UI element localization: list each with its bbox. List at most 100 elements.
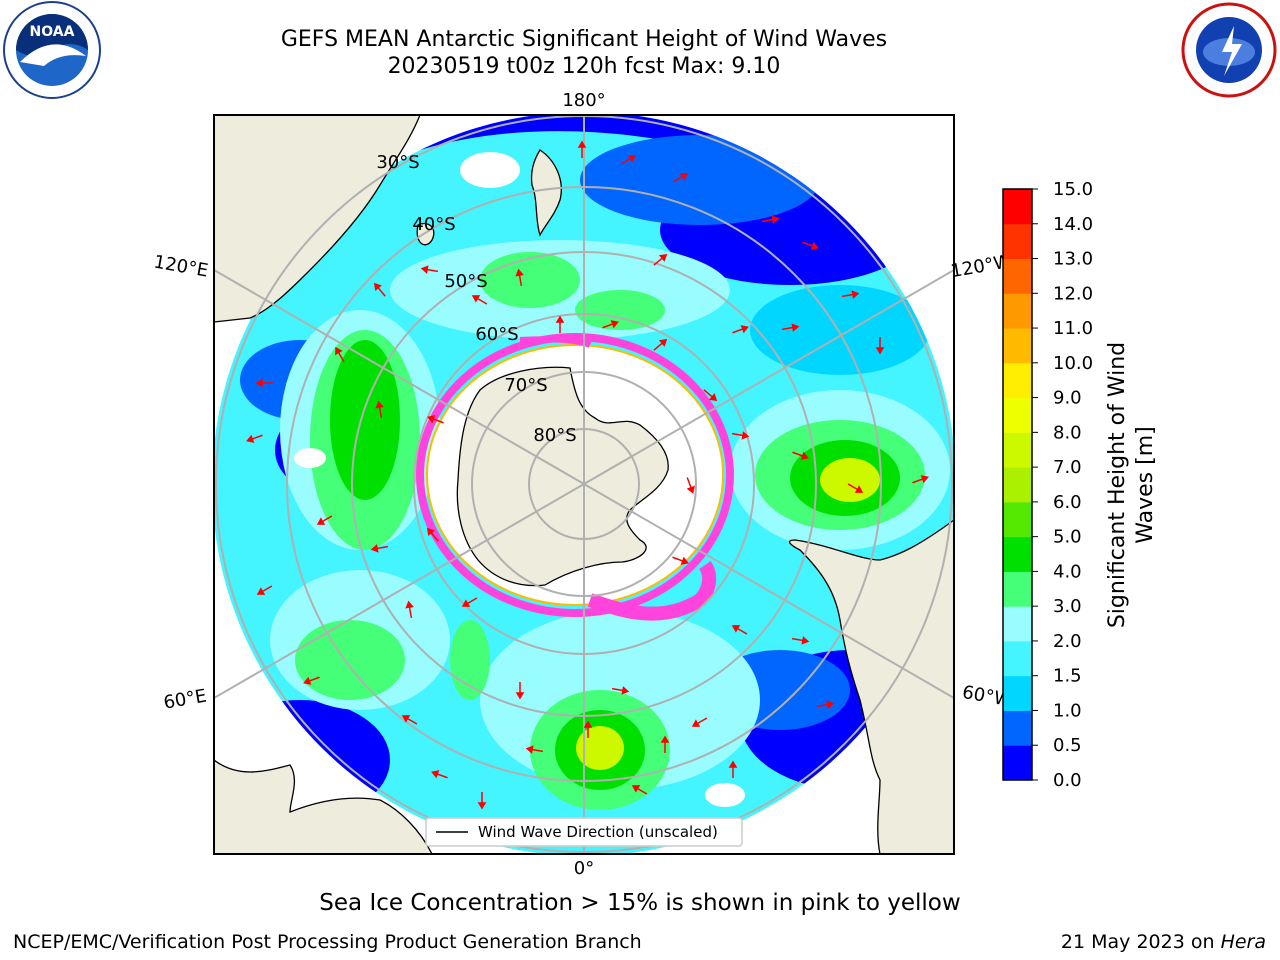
colorbar-tick-label: 1.5 — [1053, 666, 1082, 687]
wind-arrow — [620, 155, 637, 165]
colorbar-frame — [1002, 188, 1033, 781]
wind-arrow — [316, 515, 333, 525]
credit-text: NCEP/EMC/Verification Post Processing Pr… — [13, 931, 642, 953]
wind-arrow — [515, 268, 524, 287]
wind-arrow — [731, 431, 750, 440]
wind-arrow — [427, 415, 444, 424]
wind-arrow — [471, 295, 488, 305]
wind-arrow — [847, 483, 864, 493]
wind-arrow — [255, 378, 273, 388]
map-legend: Wind Wave Direction (unscaled) — [425, 817, 743, 847]
noaa-logo-text: NOAA — [30, 24, 75, 40]
wind-arrow — [660, 735, 670, 753]
colorbar-tick-label: 10.0 — [1053, 353, 1093, 374]
colorbar-segment — [1003, 571, 1032, 607]
colorbar-segment — [1003, 362, 1032, 399]
wind-arrow — [246, 434, 263, 443]
colorbar-tick-label: 2.0 — [1053, 631, 1082, 652]
colorbar-segment — [1003, 293, 1032, 329]
wind-arrow — [461, 597, 478, 607]
lon-label-180: 180° — [562, 90, 605, 111]
colorbar-tick-label: 14.0 — [1053, 214, 1093, 235]
colorbar-label-line2: Waves [m] — [1133, 426, 1158, 543]
colorbar-segment — [1003, 606, 1032, 642]
wind-arrow — [802, 241, 819, 250]
colorbar-tick-label: 9.0 — [1053, 388, 1082, 409]
date-prefix: 21 May 2023 on — [1060, 931, 1221, 953]
wind-arrow — [611, 686, 630, 695]
wind-arrow — [515, 682, 525, 700]
wind-arrow — [875, 337, 885, 355]
colorbar-tick-label: 7.0 — [1053, 457, 1082, 478]
map-subtitle: 20230519 t00z 120h fcst Max: 9.10 — [387, 54, 781, 79]
wind-arrow — [728, 760, 738, 778]
lat-label-80s: 80°S — [533, 425, 576, 446]
wind-arrow — [691, 717, 708, 727]
lon-label-60e: 60°E — [162, 685, 208, 713]
wind-arrow — [373, 282, 386, 297]
lon-label-120e: 120°E — [152, 251, 210, 281]
new-zealand-landmass — [530, 149, 562, 237]
wind-arrow — [912, 475, 929, 484]
colorbar-segment — [1003, 501, 1032, 538]
map-panel — [214, 115, 954, 854]
wind-arrow — [602, 320, 619, 329]
graticule — [214, 115, 954, 854]
colorbar-segment — [1003, 710, 1032, 746]
colorbar-tick-label: 0.5 — [1053, 735, 1082, 756]
antarctica-landmass — [456, 366, 669, 587]
colorbar: 0.0 0.5 1.0 1.5 2.0 3.0 4.0 5.0 6.0 7.0 8.0 9.0 10.0… — [1002, 179, 1093, 791]
colorbar-segment — [1003, 675, 1032, 711]
wind-arrow — [370, 544, 389, 553]
colorbar-tick-label: 12.0 — [1053, 283, 1093, 304]
colorbar-segment — [1003, 640, 1032, 677]
colorbar-segment — [1003, 258, 1032, 294]
wind-arrow — [477, 792, 487, 810]
colorbar-tick-label: 5.0 — [1053, 527, 1082, 548]
wind-arrow — [761, 215, 780, 224]
colorbar-tick-label: 11.0 — [1053, 318, 1093, 339]
colorbar-tick-label: 13.0 — [1053, 249, 1093, 270]
colorbar-tick-label: 3.0 — [1053, 596, 1082, 617]
colorbar-segment — [1003, 189, 1032, 225]
wind-arrow — [792, 451, 809, 460]
wind-arrow — [816, 700, 835, 709]
map-title: GEFS MEAN Antarctic Significant Height o… — [280, 27, 888, 52]
legend-label: Wind Wave Direction (unscaled) — [478, 823, 718, 841]
colorbar-segment — [1003, 223, 1032, 260]
wind-arrow — [731, 625, 748, 635]
wind-arrow — [791, 636, 810, 645]
wind-arrow — [401, 715, 418, 725]
lat-label-60s: 60°S — [475, 324, 518, 345]
colorbar-tick-label: 6.0 — [1053, 492, 1082, 513]
wind-arrow — [686, 477, 695, 494]
sea-ice-note: Sea Ice Concentration > 15% is shown in … — [319, 890, 961, 916]
wind-arrow — [335, 346, 345, 363]
wind-arrow — [732, 325, 749, 334]
colorbar-segment — [1003, 745, 1032, 781]
wind-arrow — [431, 770, 448, 779]
colorbar-tick-label: 15.0 — [1053, 179, 1093, 200]
wind-arrow — [405, 600, 414, 619]
colorbar-label-line1: Significant Height of Wind — [1105, 342, 1130, 628]
colorbar-tick-label: 8.0 — [1053, 422, 1082, 443]
colorbar-segment — [1003, 432, 1032, 468]
wind-arrow — [577, 140, 587, 158]
wind-arrow — [631, 785, 648, 795]
lat-label-40s: 40°S — [412, 214, 455, 235]
wind-arrow — [781, 323, 800, 332]
wind-arrow — [841, 290, 860, 299]
colorbar-segment — [1003, 397, 1032, 433]
land-masses — [214, 115, 954, 854]
wind-arrow — [420, 265, 439, 274]
national-weather-service-logo — [1181, 2, 1277, 98]
wind-arrow — [303, 676, 320, 685]
lat-label-30s: 30°S — [376, 152, 419, 173]
map-frame — [213, 114, 955, 855]
colorbar-tick-label: 4.0 — [1053, 561, 1082, 582]
colorbar-tick-label: 1.0 — [1053, 700, 1082, 721]
colorbar-segment — [1003, 536, 1032, 572]
wind-arrow — [672, 556, 689, 565]
wind-wave-arrows — [246, 140, 929, 810]
